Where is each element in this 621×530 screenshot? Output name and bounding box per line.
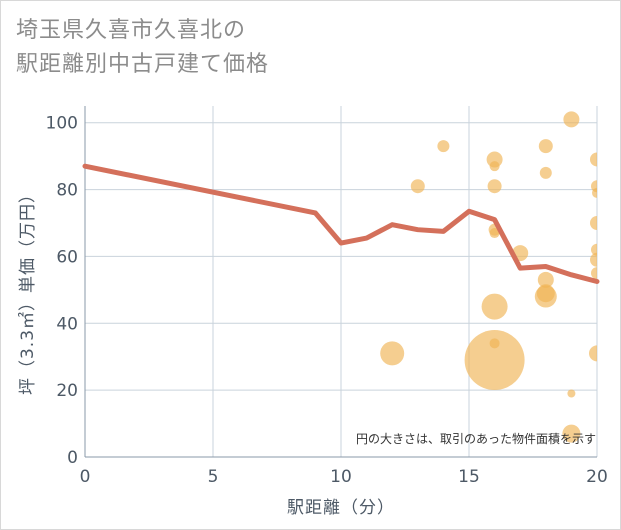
data-bubble — [590, 152, 597, 167]
data-bubble — [489, 161, 500, 172]
y-tick-label: 60 — [56, 247, 78, 267]
chart-title: 埼玉県久喜市久喜北の 駅距離別中古戸建て価格 — [16, 14, 269, 82]
x-tick-label: 0 — [80, 467, 91, 487]
data-bubble — [591, 267, 597, 280]
data-bubble — [487, 179, 502, 194]
x-tick-label: 5 — [208, 467, 219, 487]
data-bubble — [590, 216, 597, 230]
y-axis-ticks: 0 20 40 60 80 100 — [46, 114, 78, 468]
data-bubble — [464, 330, 525, 391]
data-bubble — [481, 293, 508, 320]
data-bubble — [539, 166, 552, 179]
data-bubble — [489, 228, 500, 239]
data-bubble — [489, 338, 500, 349]
chart-title-line2: 駅距離別中古戸建て価格 — [16, 52, 270, 77]
x-tick-label: 15 — [458, 467, 480, 487]
y-tick-label: 100 — [46, 114, 78, 134]
bubble-series — [380, 111, 597, 443]
data-bubble — [437, 140, 450, 153]
y-tick-label: 20 — [56, 381, 78, 401]
data-bubble — [563, 111, 580, 128]
bubble-size-note: 円の大きさは、取引のあった物件面積を示す — [356, 431, 596, 446]
x-axis-title: 駅距離（分） — [287, 498, 395, 518]
data-bubble — [591, 243, 597, 256]
data-bubble — [567, 389, 576, 398]
data-bubble — [590, 252, 597, 267]
y-tick-label: 80 — [56, 181, 78, 201]
x-tick-label: 20 — [586, 467, 608, 487]
y-tick-label: 40 — [56, 314, 78, 334]
data-bubble — [562, 424, 581, 443]
data-bubble — [534, 285, 557, 308]
data-bubble — [592, 187, 597, 198]
data-bubble — [380, 341, 405, 366]
average-line-series — [82, 163, 600, 284]
chart-title-line1: 埼玉県久喜市久喜北の — [16, 18, 247, 43]
x-tick-label: 10 — [330, 467, 352, 487]
data-bubble — [537, 271, 554, 288]
grid-lines — [84, 106, 598, 458]
data-bubble — [589, 345, 597, 362]
x-axis-ticks: 0 5 10 15 20 — [80, 467, 608, 487]
data-bubble — [410, 179, 425, 194]
y-tick-label: 0 — [67, 448, 78, 468]
y-axis-title: 坪（3.3㎡）単価（万円） — [18, 185, 38, 395]
data-bubble — [538, 139, 553, 154]
average-price-line — [82, 163, 600, 284]
